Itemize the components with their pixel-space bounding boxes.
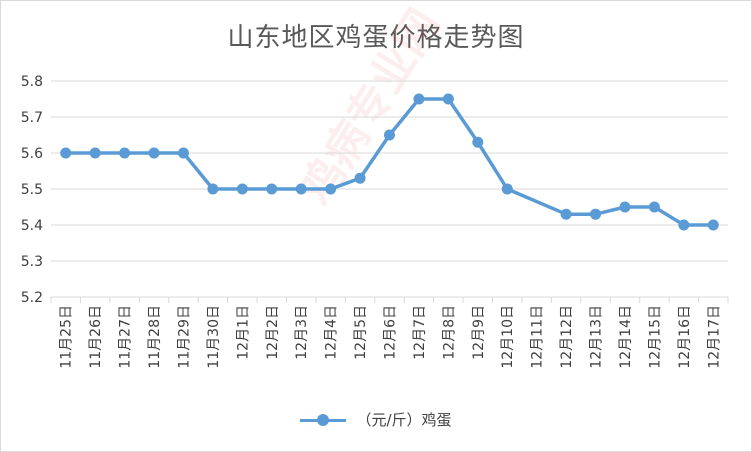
legend-label: （元/斤）鸡蛋 [356, 411, 452, 429]
x-tick-label: 12月4日 [324, 305, 340, 360]
data-point [89, 147, 101, 159]
x-tick-label: 12月14日 [618, 305, 634, 369]
data-point [119, 147, 131, 159]
x-tick-label: 12月11日 [530, 305, 546, 369]
x-tick-label: 12月1日 [235, 305, 251, 360]
series-line [65, 97, 714, 227]
y-tick-label: 5.2 [21, 290, 43, 306]
x-tick-label: 12月2日 [265, 305, 281, 360]
x-tick-label: 11月30日 [206, 305, 222, 369]
x-tick-label: 11月26日 [88, 305, 104, 369]
data-point [442, 93, 454, 105]
x-tick-label: 12月10日 [500, 305, 516, 369]
x-tick-label: 12月13日 [589, 305, 605, 369]
data-point [678, 219, 690, 231]
data-point [384, 129, 395, 141]
data-point [501, 183, 513, 195]
x-tick-label: 12月3日 [294, 305, 310, 360]
data-point [354, 172, 366, 184]
chart-title: 山东地区鸡蛋价格走势图 [227, 23, 525, 53]
legend-marker [300, 413, 347, 426]
x-tick-label: 11月28日 [147, 305, 163, 369]
legend-dot [317, 413, 330, 426]
data-point [148, 147, 160, 159]
y-tick-label: 5.4 [21, 218, 43, 234]
data-point [560, 208, 572, 220]
data-point [413, 93, 425, 105]
y-tick-label: 5.8 [21, 74, 43, 90]
x-tick-label: 12月9日 [471, 305, 487, 360]
data-point [60, 147, 72, 159]
x-tick-label: 12月15日 [647, 305, 663, 369]
x-tick-label: 12月5日 [353, 305, 369, 360]
x-tick-label: 11月29日 [176, 305, 192, 369]
x-tick-label: 12月8日 [441, 305, 457, 360]
data-point [266, 183, 278, 195]
data-point [177, 147, 189, 159]
y-tick-label: 5.7 [21, 110, 43, 126]
x-tick-label: 12月7日 [412, 305, 428, 360]
x-tick-label: 12月12日 [559, 305, 575, 369]
data-point [236, 183, 248, 195]
data-point [707, 219, 719, 231]
y-tick-label: 5.5 [21, 182, 43, 198]
data-point [472, 136, 484, 148]
data-point [619, 201, 631, 213]
x-tick-label: 12月17日 [706, 305, 722, 369]
x-tick-label: 12月6日 [383, 305, 399, 360]
y-tick-label: 5.6 [21, 146, 43, 162]
x-tick-label: 11月25日 [59, 305, 75, 369]
data-point [648, 201, 660, 213]
y-tick-label: 5.3 [21, 254, 43, 270]
x-tick-label: 11月27日 [118, 305, 134, 369]
data-point [295, 183, 307, 195]
data-point [207, 183, 219, 195]
data-point [590, 208, 602, 220]
x-tick-label: 12月16日 [677, 305, 693, 369]
data-point [325, 183, 337, 195]
legend: （元/斤）鸡蛋 [1, 409, 751, 430]
